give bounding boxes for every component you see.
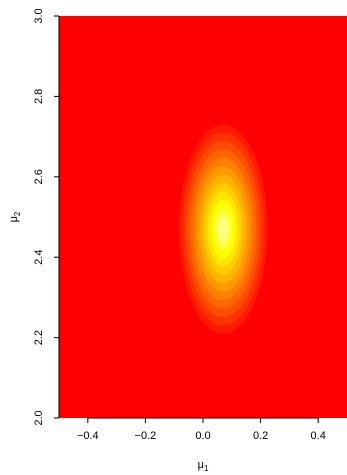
y-tick-label: 2.8 bbox=[33, 89, 45, 104]
y-tick-label: 2.2 bbox=[33, 330, 45, 345]
x-tick-label: 0.4 bbox=[311, 430, 326, 442]
x-tick-label: −0.4 bbox=[77, 430, 99, 442]
x-axis-title: μ1 bbox=[198, 459, 209, 473]
x-tick-label: −0.2 bbox=[135, 430, 157, 442]
x-tick-label: 0.2 bbox=[253, 430, 268, 442]
y-axis-title: μ2 bbox=[8, 211, 22, 222]
y-tick-label: 2.6 bbox=[33, 169, 45, 184]
axes: −0.4 −0.2 0.0 0.2 0.4 2.0 2.2 2.4 2.6 2.8 3.0 bbox=[33, 8, 326, 442]
density-level-12 bbox=[217, 216, 229, 242]
x-tick-label: 0.0 bbox=[195, 430, 210, 442]
y-tick-label: 2.4 bbox=[33, 250, 45, 265]
y-tick-label: 2.0 bbox=[33, 410, 45, 425]
density-contours bbox=[178, 124, 268, 334]
y-tick-label: 3.0 bbox=[33, 8, 45, 23]
